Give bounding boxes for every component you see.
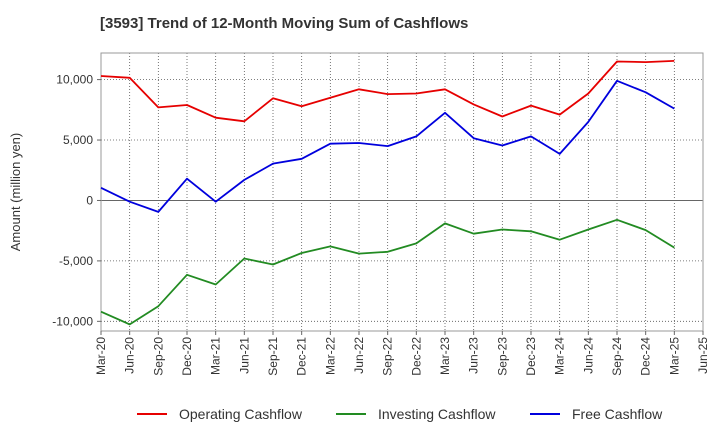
y-tick-label: -5,000 <box>59 254 93 268</box>
plot-area <box>100 52 704 332</box>
x-tick-label: Sep-23 <box>495 337 509 376</box>
free-cashflow-line <box>100 79 675 213</box>
x-tick-label: Mar-20 <box>94 337 108 375</box>
y-tick-label: 0 <box>86 193 93 207</box>
legend-label-investing-cashflow: Investing Cashflow <box>378 406 496 422</box>
x-tick-label: Jun-22 <box>352 337 366 374</box>
x-tick-label: Jun-24 <box>581 337 595 374</box>
y-axis-title: Amount (million yen) <box>8 133 23 252</box>
y-tick-label: 10,000 <box>56 73 93 87</box>
x-tick-label: Mar-22 <box>323 337 337 375</box>
x-tick-label: Sep-20 <box>151 337 165 376</box>
x-tick-label: Mar-23 <box>438 337 452 375</box>
x-tick-label: Mar-25 <box>667 337 681 375</box>
y-tick-label: 5,000 <box>63 133 93 147</box>
x-tick-label: Sep-24 <box>610 337 624 376</box>
grid-lines <box>101 53 703 331</box>
investing-cashflow-line <box>100 218 675 326</box>
x-axis-ticks: Mar-20 Jun-20 Sep-20 Dec-20 Mar-21 Jun-21 Sep-… <box>94 331 710 376</box>
x-tick-label: Sep-21 <box>266 337 280 376</box>
x-tick-label: Sep-22 <box>381 337 395 376</box>
x-tick-label: Dec-24 <box>639 337 653 376</box>
y-axis-ticks: 10,000 5,000 0 -5,000 -10,000 <box>52 73 101 328</box>
legend: Operating Cashflow Investing Cashflow Free… <box>137 406 663 422</box>
operating-cashflow-line <box>100 60 675 123</box>
x-tick-label: Mar-21 <box>209 337 223 375</box>
x-tick-label: Dec-20 <box>180 337 194 376</box>
x-tick-label: Jun-21 <box>237 337 251 374</box>
legend-label-free-cashflow: Free Cashflow <box>572 406 663 422</box>
x-tick-label: Dec-21 <box>295 337 309 376</box>
x-tick-label: Dec-22 <box>409 337 423 376</box>
chart-title: [3593] Trend of 12-Month Moving Sum of C… <box>100 15 469 32</box>
x-tick-label: Dec-23 <box>524 337 538 376</box>
x-tick-label: Jun-23 <box>467 337 481 374</box>
x-tick-label: Mar-24 <box>553 337 567 375</box>
x-tick-label: Jun-20 <box>123 337 137 374</box>
legend-label-operating-cashflow: Operating Cashflow <box>179 406 303 422</box>
y-tick-label: -10,000 <box>52 314 93 328</box>
x-tick-label: Jun-25 <box>696 337 710 374</box>
series-lines <box>100 60 675 326</box>
